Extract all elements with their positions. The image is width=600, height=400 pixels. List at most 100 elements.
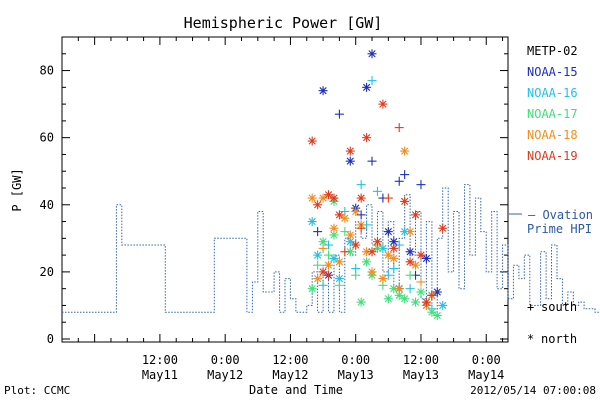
- north-marker-d2: [362, 248, 371, 256]
- noaa-17-point: [329, 230, 339, 240]
- noaa-17-point: [345, 247, 355, 257]
- noaa-18-point: [318, 243, 328, 253]
- noaa-19-point: [416, 250, 426, 260]
- y-tick-label: 80: [40, 64, 54, 78]
- noaa-19-point: [351, 240, 361, 250]
- noaa-16-point: [405, 284, 415, 294]
- legend-noaa-15: NOAA-15: [527, 65, 578, 79]
- north-marker-d2: [384, 227, 392, 236]
- noaa-19-point: [372, 237, 382, 247]
- noaa-15-point: [356, 210, 366, 220]
- noaa-16-point: [318, 280, 328, 290]
- noaa-19-point: [318, 267, 328, 277]
- north-marker-d2: [319, 87, 327, 95]
- noaa-17-point: [389, 284, 399, 294]
- y-tick-label: 0: [47, 332, 54, 346]
- north-marker-d2: [308, 217, 316, 226]
- marker-legend-south-symbol: +: [527, 300, 534, 314]
- noaa-18-point: [405, 227, 415, 237]
- x-tick-date-label: May13: [403, 368, 439, 382]
- north-marker-d2: [368, 268, 376, 276]
- x-tick-time-label: 12:00: [403, 353, 439, 367]
- noaa-17-point: [394, 290, 404, 300]
- noaa-18-point: [416, 277, 426, 287]
- noaa-18-point: [383, 250, 393, 260]
- north-marker-d2: [384, 251, 392, 259]
- footer-timestamp: 2012/05/14 07:00:08: [470, 384, 596, 397]
- north-marker-d2: [379, 244, 387, 253]
- noaa-15-point: [362, 82, 372, 92]
- x-tick-date-label: May12: [272, 368, 308, 382]
- north-marker-d2: [422, 254, 431, 263]
- north-marker-d2: [401, 197, 409, 206]
- noaa-15-point: [345, 156, 355, 166]
- north-marker-d2: [368, 248, 376, 256]
- noaa-19-point: [383, 193, 393, 203]
- noaa-16-point: [394, 240, 404, 250]
- noaa-19-point: [329, 193, 339, 203]
- north-marker-d2: [357, 298, 365, 306]
- north-marker-d2: [357, 194, 365, 202]
- noaa-15-point: [313, 227, 323, 237]
- marker-legend-north-label: north: [541, 332, 577, 346]
- noaa-19-point: [438, 223, 448, 233]
- noaa-17-point: [340, 227, 350, 237]
- noaa-15-point: [394, 176, 404, 186]
- noaa-19-point: [356, 223, 366, 233]
- noaa-18-point: [334, 257, 344, 267]
- noaa-15-point: [367, 156, 377, 166]
- plot-frame: [61, 36, 509, 343]
- north-marker-d2: [373, 238, 382, 246]
- north-marker-d2: [335, 274, 344, 283]
- noaa-16-point: [372, 186, 382, 196]
- noaa-19-point: [394, 123, 404, 133]
- data-points: [307, 49, 448, 321]
- north-marker-d2: [319, 238, 327, 246]
- noaa-15-point: [400, 170, 410, 180]
- noaa-18-point: [411, 260, 421, 270]
- noaa-19-point: [324, 190, 334, 200]
- noaa-18-point: [318, 193, 328, 203]
- x-tick-time-label: 0:00: [341, 353, 370, 367]
- noaa-15-point: [334, 109, 344, 119]
- north-marker-d2: [362, 258, 371, 266]
- noaa-18-point: [378, 274, 388, 284]
- north-marker-d2: [346, 157, 354, 165]
- north-marker-d2: [330, 231, 338, 239]
- x-tick-date-label: May13: [338, 368, 374, 382]
- noaa-17-point: [405, 270, 415, 280]
- noaa-17-point: [411, 297, 421, 307]
- noaa-18-point: [400, 146, 410, 156]
- north-marker-d2: [406, 227, 414, 236]
- noaa-19-point: [324, 270, 334, 280]
- noaa-16-point: [324, 240, 334, 250]
- legend-noaa-19: NOAA-19: [527, 149, 578, 163]
- noaa-15-point: [367, 49, 377, 59]
- north-marker-d2: [346, 147, 354, 155]
- noaa-16-point: [438, 300, 448, 310]
- north-marker-d2: [390, 285, 398, 293]
- y-tick-label: 40: [40, 198, 54, 212]
- x-tick-time-label: 0:00: [211, 353, 240, 367]
- north-marker-d2: [439, 224, 447, 232]
- ovation-label-line1: — Ovation: [528, 208, 593, 222]
- noaa-17-point: [400, 294, 410, 304]
- noaa-19-point: [389, 243, 399, 253]
- marker-legend-north-symbol: *: [527, 332, 534, 346]
- noaa-17-point: [313, 260, 323, 270]
- north-marker-d2: [346, 231, 354, 239]
- noaa-19-point: [356, 193, 366, 203]
- north-marker-d2: [395, 285, 403, 293]
- north-marker-d2: [384, 295, 392, 303]
- y-tick-label: 60: [40, 131, 54, 145]
- noaa-16-point: [329, 253, 339, 263]
- noaa-15-point: [383, 227, 393, 237]
- north-marker-d2: [346, 248, 354, 256]
- noaa-17-point: [383, 294, 393, 304]
- north-marker-d2: [368, 50, 376, 58]
- x-tick-time-label: 0:00: [472, 353, 501, 367]
- noaa-15-point: [318, 86, 328, 96]
- north-marker-d2: [406, 248, 414, 256]
- noaa-17-point: [432, 311, 442, 321]
- noaa-18-point: [313, 274, 323, 284]
